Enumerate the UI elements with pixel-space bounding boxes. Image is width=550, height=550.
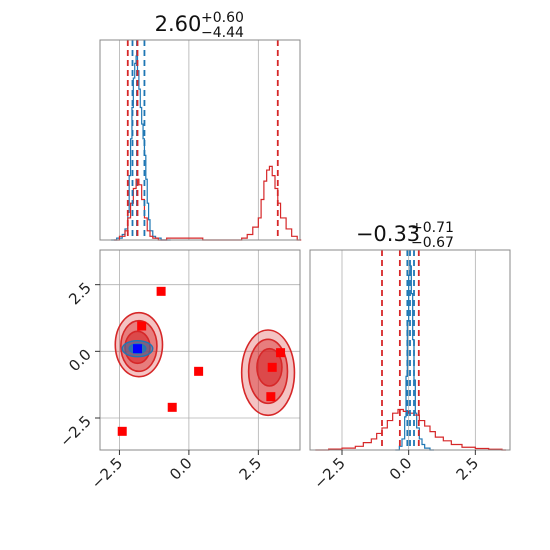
param-1-lower-error: −4.44: [201, 25, 244, 41]
histogram-step-series-1: [111, 55, 171, 241]
param-1-upper-error: +0.60: [201, 10, 244, 26]
histogram-step-series-1: [395, 265, 434, 451]
red-square-marker: [167, 402, 177, 412]
marginal-histogram-param-2: −2.5 0.0 2.5 −0.33 +0.71 −0.67: [309, 220, 511, 493]
y-tick-label: 0.0: [65, 345, 95, 375]
axes-frame: [99, 39, 301, 241]
quantile-lines: [381, 250, 420, 450]
quantile-lines: [126, 40, 279, 240]
axes-frame: [99, 249, 301, 451]
param-2-value: −0.33: [356, 222, 420, 246]
histogram-series: [111, 55, 302, 241]
x-tick-label: 0.0: [166, 454, 196, 484]
x-tick-label: 2.5: [453, 454, 483, 484]
param-2-lower-error: −0.67: [411, 235, 454, 251]
x-tick-label: 2.5: [236, 454, 266, 484]
param-2-title: −0.33: [356, 222, 420, 246]
param-1-value: 2.60: [155, 12, 202, 36]
joint-contour-panel: −2.5 0.0 2.5 −2.5 0.0 2.5: [56, 249, 301, 493]
param-1-title: 2.60: [155, 12, 202, 36]
x-tick-label: −2.5: [88, 454, 126, 492]
marginal-histogram-param-1: 2.60 +0.60 −4.44: [99, 10, 302, 241]
y-tick-labels: −2.5 0.0 2.5: [56, 279, 100, 451]
blue-square-marker: [133, 344, 142, 354]
grid-lines: [119, 40, 259, 240]
y-tick-label: −2.5: [56, 412, 94, 450]
histogram-series: [315, 265, 506, 451]
red-square-marker: [276, 348, 286, 358]
axes-frame: [309, 249, 511, 451]
red-square-marker: [117, 426, 127, 436]
histogram-step-series-2: [113, 165, 302, 241]
x-tick-labels: −2.5 0.0 2.5: [88, 450, 265, 493]
red-square-marker: [194, 366, 204, 376]
x-tick-label: 0.0: [386, 454, 416, 484]
red-square-marker: [137, 321, 147, 331]
red-square-marker: [266, 392, 276, 402]
red-square-marker: [156, 286, 166, 296]
y-tick-label: 2.5: [65, 279, 95, 309]
param-2-upper-error: +0.71: [411, 220, 454, 236]
x-tick-label: −2.5: [310, 454, 348, 492]
red-square-marker: [267, 362, 277, 372]
x-tick-labels: −2.5 0.0 2.5: [310, 450, 482, 493]
histogram-step-series-2: [315, 408, 506, 451]
sample-markers: [117, 286, 286, 436]
